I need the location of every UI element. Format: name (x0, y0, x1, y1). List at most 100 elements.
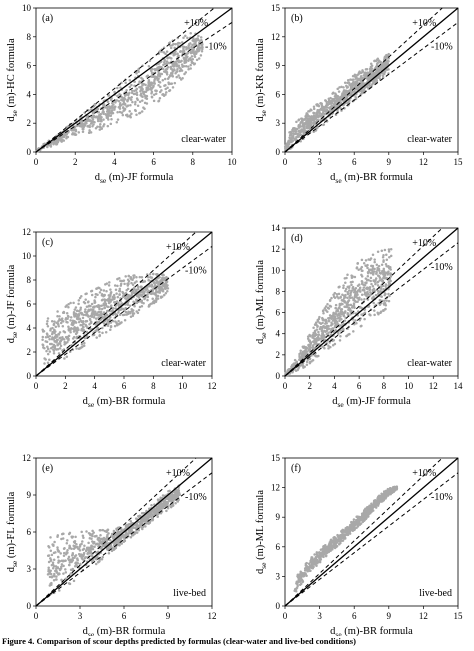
data-point (135, 280, 138, 283)
data-point (387, 72, 390, 75)
data-point (381, 65, 384, 69)
data-point (313, 553, 316, 556)
y-axis-label-rest: (m)-HC formula (6, 38, 17, 110)
x-tick-label: 0 (283, 381, 288, 391)
data-point (41, 328, 44, 331)
data-point (129, 535, 133, 539)
data-point (124, 81, 127, 84)
data-point (177, 74, 180, 77)
data-point (116, 94, 119, 98)
data-point (111, 295, 114, 299)
data-point (346, 91, 349, 94)
data-point (48, 350, 52, 353)
data-point (99, 534, 102, 537)
data-point (360, 265, 364, 269)
data-point (170, 493, 174, 497)
data-point (308, 361, 312, 365)
data-point (346, 273, 349, 277)
y-tick-label: 0 (27, 371, 32, 381)
x-axis-label: dse (m)-BR formula (83, 396, 166, 409)
y-axis-label-rest: (m)-KR formula (255, 38, 266, 110)
data-point (91, 118, 95, 121)
data-point (188, 43, 191, 47)
data-point (113, 296, 116, 299)
data-point (382, 309, 385, 312)
data-point (70, 560, 74, 563)
data-point (66, 135, 70, 139)
data-point (53, 572, 56, 576)
data-point (143, 101, 147, 105)
data-point (387, 265, 390, 269)
data-point (100, 293, 104, 296)
data-point (46, 554, 50, 557)
x-tick-label: 3 (317, 157, 322, 167)
data-point (163, 70, 167, 73)
data-point (87, 552, 91, 555)
data-point (166, 86, 169, 89)
data-point (336, 295, 339, 298)
data-point (378, 298, 382, 302)
data-point (128, 78, 132, 82)
data-point (376, 311, 379, 315)
data-point (119, 530, 122, 533)
data-point (339, 324, 342, 327)
data-point (150, 285, 154, 288)
data-point (80, 119, 84, 122)
x-axis-label-rest: (m)-JF formula (344, 396, 411, 407)
data-point (387, 281, 391, 285)
data-point (102, 105, 105, 108)
data-point (327, 324, 330, 328)
data-point (113, 284, 117, 287)
data-point (153, 82, 156, 85)
data-point (174, 42, 177, 46)
data-point (106, 124, 110, 128)
data-point (90, 537, 93, 540)
data-point (198, 47, 201, 50)
data-point (66, 314, 70, 318)
data-point (56, 566, 60, 570)
data-point (81, 325, 85, 329)
data-point (56, 535, 59, 538)
data-point (342, 284, 345, 287)
data-point (106, 100, 110, 103)
y-tick-label: 10 (22, 3, 32, 13)
data-point (41, 343, 44, 346)
data-point (160, 50, 163, 53)
data-point (84, 313, 88, 316)
annotation-condition: clear-water (407, 358, 452, 369)
data-point (116, 295, 120, 299)
data-point (350, 296, 354, 299)
data-point (103, 298, 107, 302)
data-point (357, 78, 361, 82)
data-point (45, 322, 49, 326)
data-point (189, 58, 193, 62)
data-point (117, 543, 121, 547)
data-point (89, 290, 93, 293)
data-point (336, 94, 339, 98)
data-point (123, 93, 127, 97)
data-point (57, 319, 60, 323)
data-point (140, 95, 143, 98)
data-point (168, 89, 172, 92)
data-point (294, 129, 298, 133)
data-point (373, 260, 376, 264)
data-point (74, 562, 78, 566)
data-point (360, 83, 364, 87)
data-point (54, 325, 58, 328)
data-point (376, 281, 379, 284)
data-point (115, 300, 119, 303)
data-point (366, 266, 369, 270)
y-tick-label: 2 (276, 350, 281, 360)
y-axis-label-main: d (255, 338, 266, 344)
data-point (328, 341, 331, 344)
data-point (48, 338, 51, 341)
data-point (176, 65, 180, 68)
data-point (154, 290, 158, 294)
data-point (387, 56, 390, 60)
data-point (78, 296, 82, 300)
data-point (359, 92, 363, 96)
data-point (334, 106, 338, 109)
data-point (81, 319, 85, 323)
data-point (306, 346, 309, 350)
